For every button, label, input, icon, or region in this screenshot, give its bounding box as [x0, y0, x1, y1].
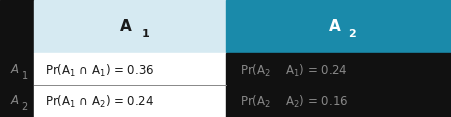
Bar: [226, 53, 451, 117]
Text: $A$: $A$: [10, 63, 19, 76]
Text: $2$: $2$: [22, 100, 28, 112]
Text: Pr(A$_2$    A$_2$) = 0.16: Pr(A$_2$ A$_2$) = 0.16: [239, 93, 347, 110]
Text: Pr(A$_1$ $\cap$ A$_2$) = 0.24: Pr(A$_1$ $\cap$ A$_2$) = 0.24: [45, 93, 154, 110]
Text: $\mathbf{A}$: $\mathbf{A}$: [327, 18, 341, 34]
Text: Pr(A$_2$    A$_1$) = 0.24: Pr(A$_2$ A$_1$) = 0.24: [239, 63, 346, 79]
Text: Pr(A$_1$ $\cap$ A$_1$) = 0.36: Pr(A$_1$ $\cap$ A$_1$) = 0.36: [45, 63, 154, 79]
Text: $1$: $1$: [21, 69, 29, 81]
Bar: [226, 0, 451, 53]
Text: $\mathbf{A}$: $\mathbf{A}$: [118, 18, 132, 34]
Bar: [34, 0, 225, 53]
Text: $A$: $A$: [10, 94, 19, 107]
Text: $\mathbf{1}$: $\mathbf{1}$: [141, 27, 150, 39]
Bar: [0, 0, 34, 117]
Bar: [34, 53, 225, 117]
Text: $\mathbf{2}$: $\mathbf{2}$: [347, 27, 356, 39]
